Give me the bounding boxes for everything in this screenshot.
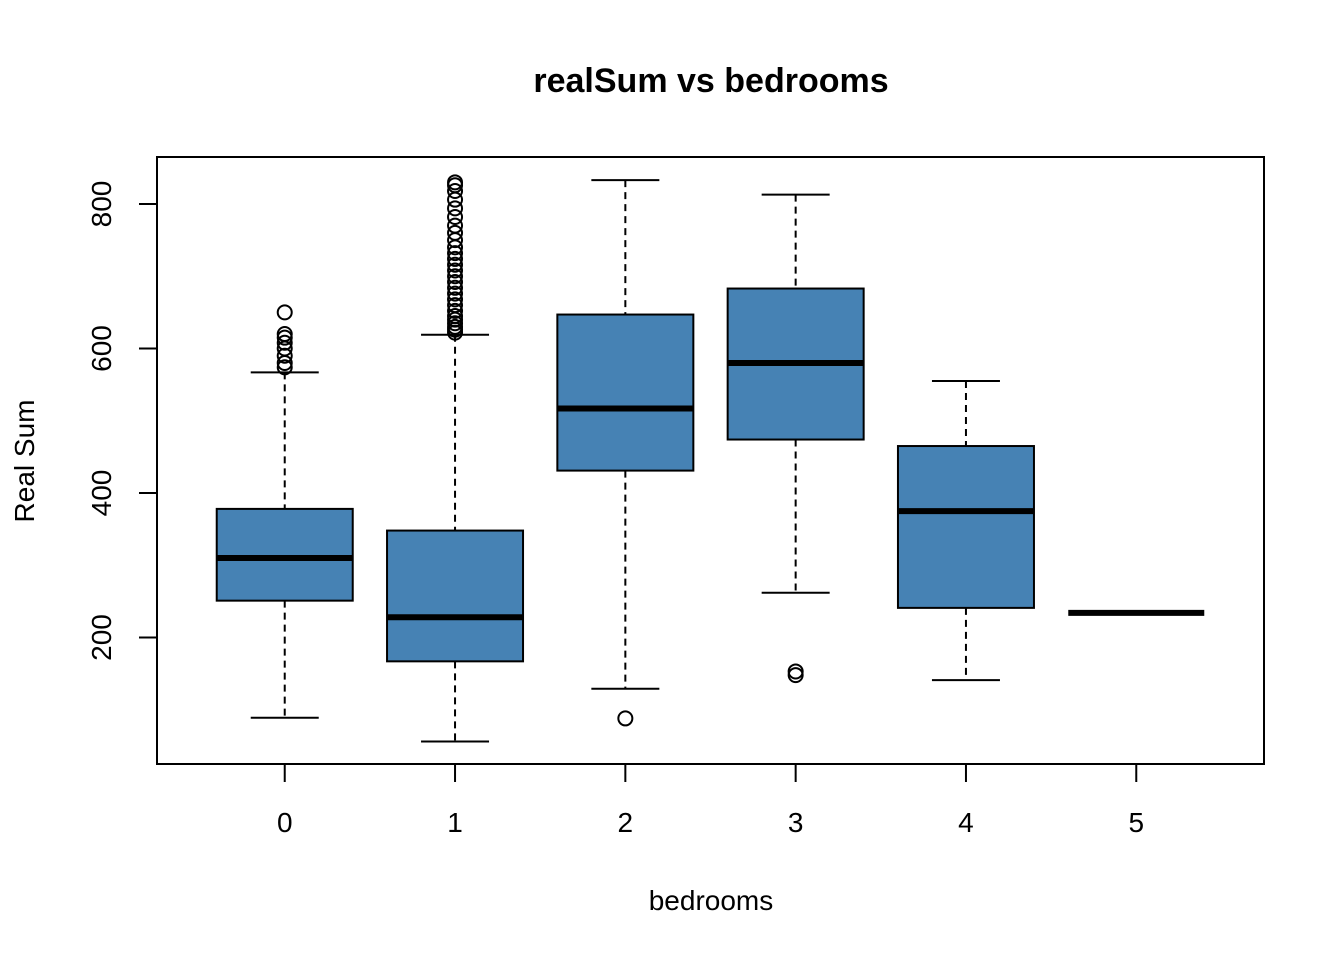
plot-frame [156, 156, 1265, 765]
y-tick-label: 400 [86, 470, 117, 517]
iqr-box [386, 529, 525, 663]
outlier-point [276, 359, 293, 376]
box-group [215, 304, 354, 719]
x-tick-label: 2 [618, 807, 634, 838]
y-axis-label: Real Sum [9, 400, 40, 523]
outlier-point [276, 304, 293, 321]
iqr-box [896, 445, 1035, 609]
box-group [896, 380, 1035, 682]
chart-title: realSum vs bedrooms [533, 62, 888, 100]
x-tick-label: 4 [958, 807, 974, 838]
outlier-point [447, 291, 464, 308]
outlier-point [447, 285, 464, 302]
box-group [556, 179, 695, 727]
outlier-point [447, 182, 464, 199]
outlier-point [447, 224, 464, 241]
x-tick-label: 1 [447, 807, 463, 838]
outlier-point [447, 268, 464, 285]
box-group [386, 174, 525, 743]
outlier-point [447, 279, 464, 296]
outlier-point [447, 217, 464, 234]
x-tick-label: 0 [277, 807, 293, 838]
outlier-point [276, 326, 293, 343]
box-group [726, 193, 865, 684]
outlier-point [447, 307, 464, 324]
x-axis-label: bedrooms [649, 885, 774, 916]
outlier-point [447, 256, 464, 273]
outlier-point [447, 297, 464, 314]
boxes [215, 174, 1205, 743]
y-tick-label: 200 [86, 614, 117, 661]
x-tick-label: 5 [1128, 807, 1144, 838]
outlier-point [447, 302, 464, 319]
outlier-point [447, 200, 464, 217]
outlier-point [787, 663, 804, 680]
iqr-box [215, 507, 354, 602]
iqr-box [556, 313, 695, 472]
y-tick-label: 800 [86, 181, 117, 228]
outlier-point [276, 334, 293, 351]
outlier-point [447, 262, 464, 279]
y-axis: 200 400 600 800 [86, 181, 158, 661]
outlier-point [617, 710, 634, 727]
outlier-point [447, 174, 464, 191]
y-tick-label: 600 [86, 325, 117, 372]
outlier-point [447, 250, 464, 267]
outlier-point [447, 274, 464, 291]
x-tick-label: 3 [788, 807, 804, 838]
x-axis: 0 1 2 3 4 5 [277, 763, 1144, 838]
outlier-point [447, 209, 464, 226]
